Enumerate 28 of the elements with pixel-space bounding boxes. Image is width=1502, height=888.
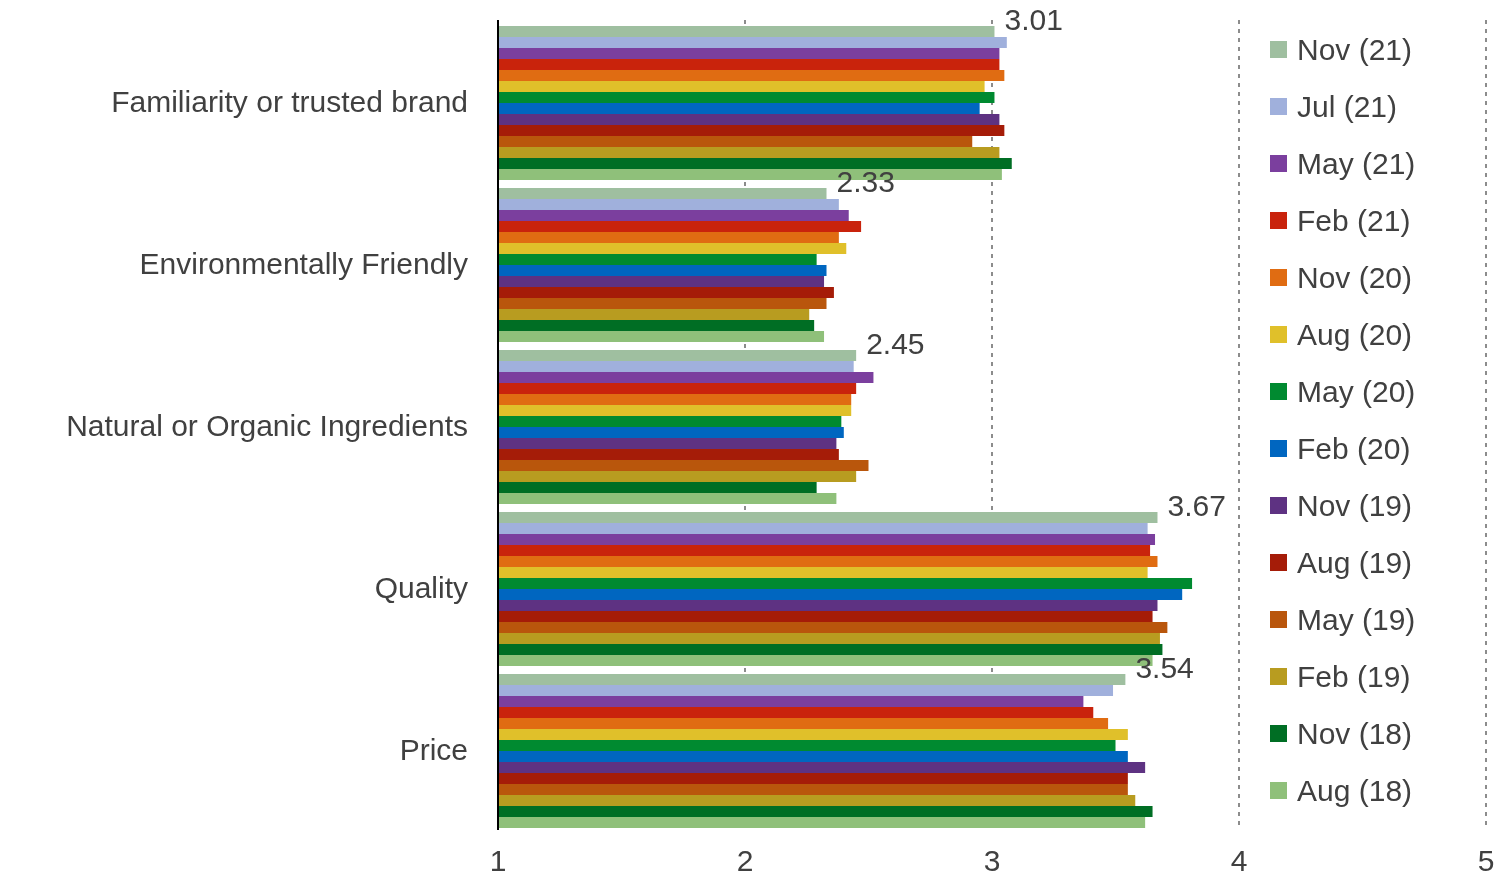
legend-label: Nov (19) [1297,488,1413,523]
legend-label: Aug (19) [1297,545,1413,580]
legend-label: Feb (21) [1297,203,1411,238]
legend-label: May (21) [1297,146,1416,181]
legend-label: Feb (20) [1297,431,1411,466]
legend-label: Aug (18) [1297,773,1413,808]
x-tick-label: 5 [1477,844,1495,878]
y-tick-label: Environmentally Friendly [139,246,468,280]
x-tick-label: 3 [983,844,1001,878]
y-tick-label: Familiarity or trusted brand [111,84,468,118]
x-tick-label: 4 [1230,844,1248,878]
legend-label: Nov (20) [1297,260,1413,295]
x-tick-label: 1 [489,844,507,878]
legend-label: Jul (21) [1297,89,1398,124]
legend-label: May (19) [1297,602,1416,637]
y-tick-label: Natural or Organic Ingredients [66,408,468,442]
legend-label: Aug (20) [1297,317,1413,352]
y-tick-label: Price [399,732,468,766]
legend-label: Nov (18) [1297,716,1413,751]
x-tick-label: 2 [736,844,754,878]
y-tick-label: Quality [374,570,468,604]
legend-label: Feb (19) [1297,659,1411,694]
data-label: 2.45 [866,327,925,360]
data-label: 3.67 [1167,489,1226,522]
legend-label: May (20) [1297,374,1416,409]
data-label: 3.54 [1135,651,1194,684]
legend-label: Nov (21) [1297,32,1413,67]
data-label: 3.01 [1004,3,1063,36]
